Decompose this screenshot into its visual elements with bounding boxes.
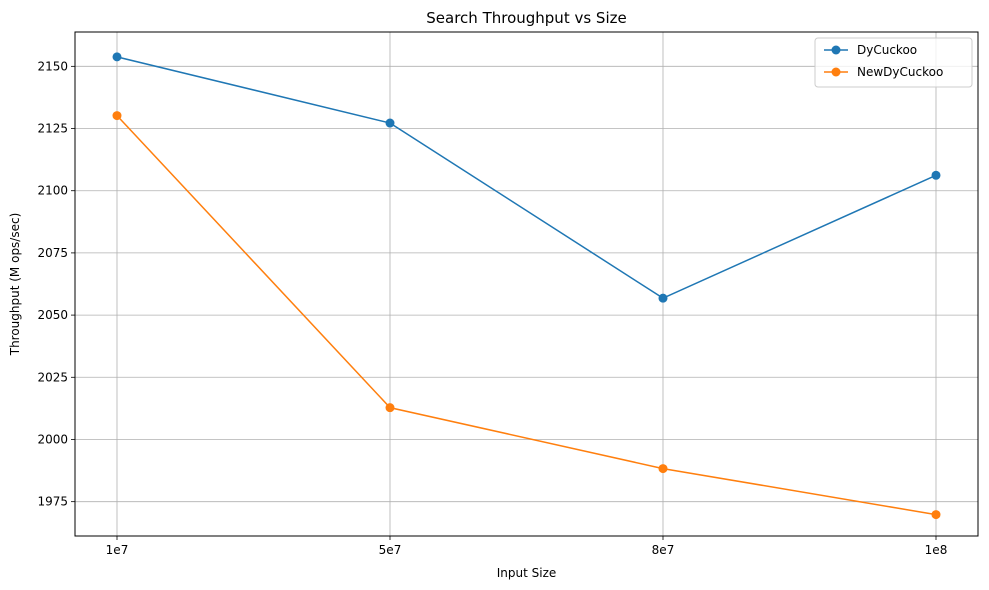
series-line: [116, 115, 937, 516]
y-tick-label: 2150: [37, 59, 68, 73]
data-point: [658, 293, 668, 303]
legend-label: DyCuckoo: [857, 43, 917, 57]
data-point: [931, 170, 941, 180]
y-tick-label: 2050: [37, 308, 68, 322]
data-point: [112, 111, 122, 121]
y-tick-label: 2025: [37, 370, 68, 384]
series-newdycuckoo: [112, 111, 941, 520]
grid-lines: [75, 32, 978, 536]
y-axis-ticks: 1975 2000 2025 2050 2075 2100 2125 2150: [37, 59, 75, 509]
chart-title: Search Throughput vs Size: [426, 9, 626, 27]
series-dycuckoo: [112, 52, 941, 303]
y-tick-label: 2075: [37, 246, 68, 260]
legend: DyCuckoo NewDyCuckoo: [814, 37, 973, 88]
x-tick-label: 1e7: [106, 543, 129, 557]
y-tick-label: 2100: [37, 184, 68, 198]
x-axis-label: Input Size: [497, 566, 557, 580]
y-axis-label: Throughput (M ops/sec): [8, 213, 22, 357]
legend-box: [814, 37, 973, 88]
x-axis-ticks: 1e7 5e7 8e7 1e8: [106, 536, 948, 557]
legend-swatch-marker: [831, 45, 841, 55]
legend-item: NewDyCuckoo: [824, 65, 943, 79]
x-tick-label: 5e7: [379, 543, 402, 557]
plot-frame: [74, 31, 979, 537]
data-point: [385, 403, 395, 413]
x-tick-label: 1e8: [925, 543, 948, 557]
x-tick-label: 8e7: [652, 543, 675, 557]
y-tick-label: 2000: [37, 432, 68, 446]
legend-item: DyCuckoo: [824, 43, 917, 57]
legend-swatch-marker: [831, 67, 841, 77]
series-layer: [112, 52, 941, 520]
series-line: [116, 56, 937, 300]
data-point: [931, 510, 941, 520]
data-point: [112, 52, 122, 62]
legend-label: NewDyCuckoo: [857, 65, 943, 79]
y-tick-label: 1975: [37, 495, 68, 509]
data-point: [658, 464, 668, 474]
data-point: [385, 118, 395, 128]
y-tick-label: 2125: [37, 122, 68, 136]
